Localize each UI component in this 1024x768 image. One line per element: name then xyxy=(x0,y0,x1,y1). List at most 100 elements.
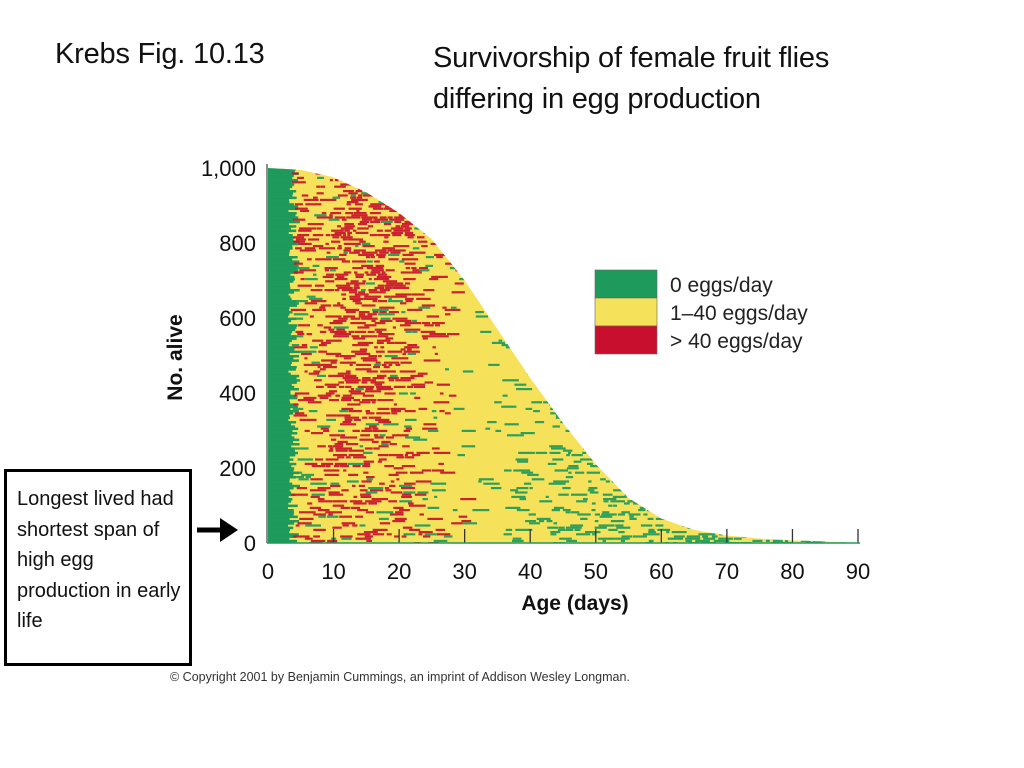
strand-high-eggs xyxy=(367,313,377,316)
strand-no-eggs xyxy=(268,196,297,200)
strand-no-eggs xyxy=(781,462,791,465)
strand-no-eggs xyxy=(788,440,801,443)
strand-no-eggs xyxy=(731,469,739,472)
strand-high-eggs xyxy=(352,267,364,270)
strand-high-eggs xyxy=(364,324,377,327)
strand-no-eggs xyxy=(722,388,730,391)
strand-no-eggs xyxy=(827,438,833,441)
strand-no-eggs xyxy=(666,451,673,454)
strand-high-eggs xyxy=(314,284,325,287)
strand-no-eggs xyxy=(656,460,668,463)
strand-no-eggs xyxy=(553,522,558,525)
strand-no-eggs xyxy=(770,247,783,250)
strand-no-eggs xyxy=(767,410,776,413)
strand-no-eggs xyxy=(794,533,801,536)
strand-high-eggs xyxy=(421,469,431,472)
strand-no-eggs xyxy=(482,245,494,248)
strand-no-eggs xyxy=(630,249,643,252)
strand-high-eggs xyxy=(324,267,338,270)
strand-no-eggs xyxy=(847,223,858,226)
strand-no-eggs xyxy=(722,480,731,483)
strand-high-eggs xyxy=(424,324,434,327)
strand-high-eggs xyxy=(334,179,339,182)
strand-no-eggs xyxy=(268,168,296,171)
strand-no-eggs xyxy=(774,267,779,270)
strand-no-eggs xyxy=(268,454,296,457)
strand-no-eggs xyxy=(350,194,356,197)
strand-no-eggs xyxy=(742,506,758,509)
strand-no-eggs xyxy=(660,205,673,208)
strand-no-eggs xyxy=(615,392,629,395)
strand-no-eggs xyxy=(613,267,621,270)
strand-no-eggs xyxy=(848,306,858,309)
strand-no-eggs xyxy=(770,256,781,259)
strand-no-eggs xyxy=(717,511,734,514)
strand-no-eggs xyxy=(820,396,837,399)
strand-no-eggs xyxy=(768,524,780,527)
strand-no-eggs xyxy=(633,502,647,505)
strand-no-eggs xyxy=(703,537,716,540)
strand-high-eggs xyxy=(413,385,425,388)
strand-no-eggs xyxy=(811,328,816,331)
strand-no-eggs xyxy=(585,531,601,534)
strand-high-eggs xyxy=(344,172,356,175)
strand-high-eggs xyxy=(319,306,326,309)
strand-no-eggs xyxy=(654,238,661,241)
strand-no-eggs xyxy=(642,533,660,536)
strand-no-eggs xyxy=(576,429,586,432)
strand-no-eggs xyxy=(361,242,371,245)
strand-no-eggs xyxy=(816,502,832,505)
strand-high-eggs xyxy=(340,423,357,426)
strand-no-eggs xyxy=(811,469,816,472)
strand-high-eggs xyxy=(330,174,340,177)
strand-no-eggs xyxy=(773,258,783,261)
strand-no-eggs xyxy=(776,284,793,287)
strand-high-eggs xyxy=(306,324,310,327)
strand-no-eggs xyxy=(672,401,682,404)
x-tick-label: 0 xyxy=(262,559,274,584)
strand-no-eggs xyxy=(801,231,805,234)
strand-high-eggs xyxy=(384,361,400,364)
strand-high-eggs xyxy=(334,443,344,446)
strand-no-eggs xyxy=(795,522,812,525)
strand-no-eggs xyxy=(845,174,851,177)
strand-no-eggs xyxy=(799,458,805,461)
strand-high-eggs xyxy=(393,385,406,388)
strand-no-eggs xyxy=(791,423,804,426)
strand-no-eggs xyxy=(613,414,621,417)
strand-no-eggs xyxy=(664,220,680,223)
strand-no-eggs xyxy=(602,493,613,496)
strand-no-eggs xyxy=(584,405,591,408)
strand-no-eggs xyxy=(693,207,702,210)
strand-high-eggs xyxy=(297,176,304,179)
strand-no-eggs xyxy=(566,454,570,457)
strand-no-eggs xyxy=(268,469,294,472)
strand-high-eggs xyxy=(349,251,360,254)
strand-high-eggs xyxy=(374,383,382,386)
strand-no-eggs xyxy=(840,471,844,474)
strand-high-eggs xyxy=(384,172,391,175)
strand-high-eggs xyxy=(384,392,396,395)
strand-high-eggs xyxy=(447,333,460,336)
strand-no-eggs xyxy=(485,427,491,430)
strand-no-eggs xyxy=(521,335,530,338)
strand-high-eggs xyxy=(333,335,349,338)
strand-no-eggs xyxy=(776,517,784,520)
strand-no-eggs xyxy=(679,418,690,421)
strand-no-eggs xyxy=(602,251,619,254)
strand-no-eggs xyxy=(617,480,626,483)
strand-no-eggs xyxy=(664,509,672,512)
strand-no-eggs xyxy=(268,500,292,503)
strand-no-eggs xyxy=(515,528,533,531)
strand-high-eggs xyxy=(385,205,402,208)
strand-no-eggs xyxy=(835,451,844,454)
strand-high-eggs xyxy=(393,403,397,406)
strand-no-eggs xyxy=(268,498,293,501)
strand-no-eggs xyxy=(727,436,740,439)
strand-no-eggs xyxy=(313,273,317,276)
strand-no-eggs xyxy=(516,388,533,391)
strand-high-eggs xyxy=(298,242,312,245)
strand-no-eggs xyxy=(748,242,760,245)
strand-no-eggs xyxy=(268,462,297,466)
strand-no-eggs xyxy=(672,478,681,481)
